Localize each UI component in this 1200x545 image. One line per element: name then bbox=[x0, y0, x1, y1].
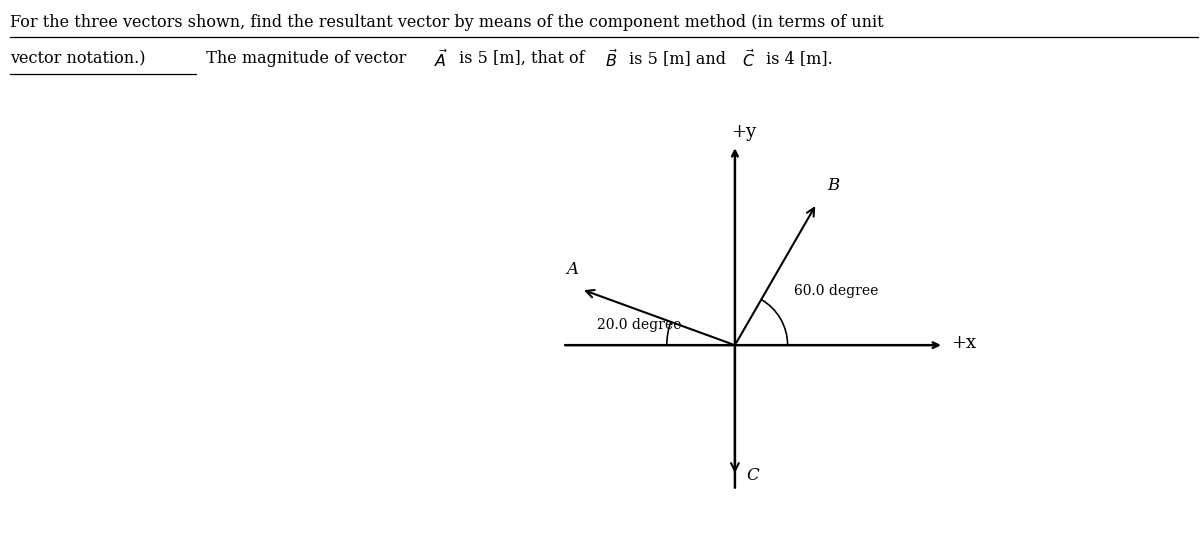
Text: +y: +y bbox=[732, 123, 756, 141]
Text: C: C bbox=[746, 467, 760, 484]
Text: +x: +x bbox=[952, 334, 977, 353]
Text: 60.0 degree: 60.0 degree bbox=[794, 284, 878, 298]
Text: is 5 [m], that of: is 5 [m], that of bbox=[454, 50, 589, 67]
Text: The magnitude of vector: The magnitude of vector bbox=[196, 50, 410, 67]
Text: $\vec{A}$: $\vec{A}$ bbox=[434, 50, 448, 71]
Text: B: B bbox=[828, 178, 840, 195]
Text: vector notation.): vector notation.) bbox=[10, 50, 145, 67]
Text: A: A bbox=[566, 262, 578, 278]
Text: is 5 [m] and: is 5 [m] and bbox=[624, 50, 731, 67]
Text: For the three vectors shown, find the resultant vector by means of the component: For the three vectors shown, find the re… bbox=[10, 14, 883, 31]
Text: $\vec{C}$: $\vec{C}$ bbox=[742, 50, 755, 71]
Text: is 4 [m].: is 4 [m]. bbox=[761, 50, 833, 67]
Text: 20.0 degree: 20.0 degree bbox=[596, 318, 682, 331]
Text: $\vec{B}$: $\vec{B}$ bbox=[605, 50, 618, 71]
